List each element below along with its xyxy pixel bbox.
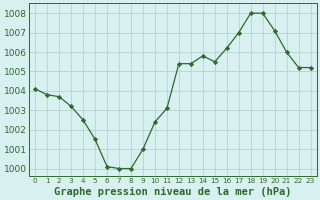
X-axis label: Graphe pression niveau de la mer (hPa): Graphe pression niveau de la mer (hPa): [54, 186, 292, 197]
